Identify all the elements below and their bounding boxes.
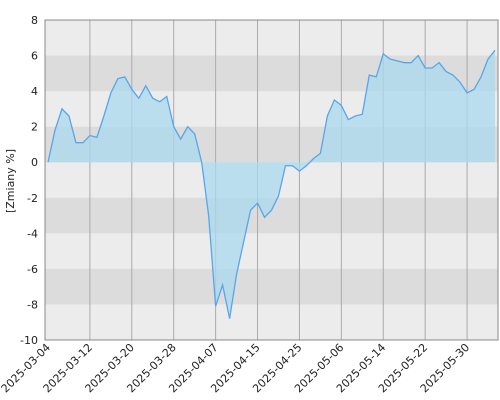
background-band <box>45 233 498 269</box>
y-axis-label: [Zmiany %] <box>4 149 17 213</box>
plot-frame <box>44 19 499 341</box>
y-tick-label: 0 <box>31 156 38 169</box>
y-tick-label: 8 <box>31 14 38 27</box>
y-tick-label: 2 <box>31 121 38 134</box>
area-line <box>47 49 496 319</box>
background-band <box>45 304 498 340</box>
y-tick-label: -2 <box>27 192 38 205</box>
y-tick-label: -6 <box>27 263 38 276</box>
background-band <box>45 268 498 305</box>
y-tick-label: 4 <box>31 85 38 98</box>
background-band <box>45 20 498 56</box>
y-tick-label: -10 <box>20 334 38 347</box>
area-fill <box>48 50 495 319</box>
y-tick-label: 6 <box>31 50 38 63</box>
y-tick-label: -4 <box>27 227 38 240</box>
y-tick-label: -8 <box>27 298 38 311</box>
